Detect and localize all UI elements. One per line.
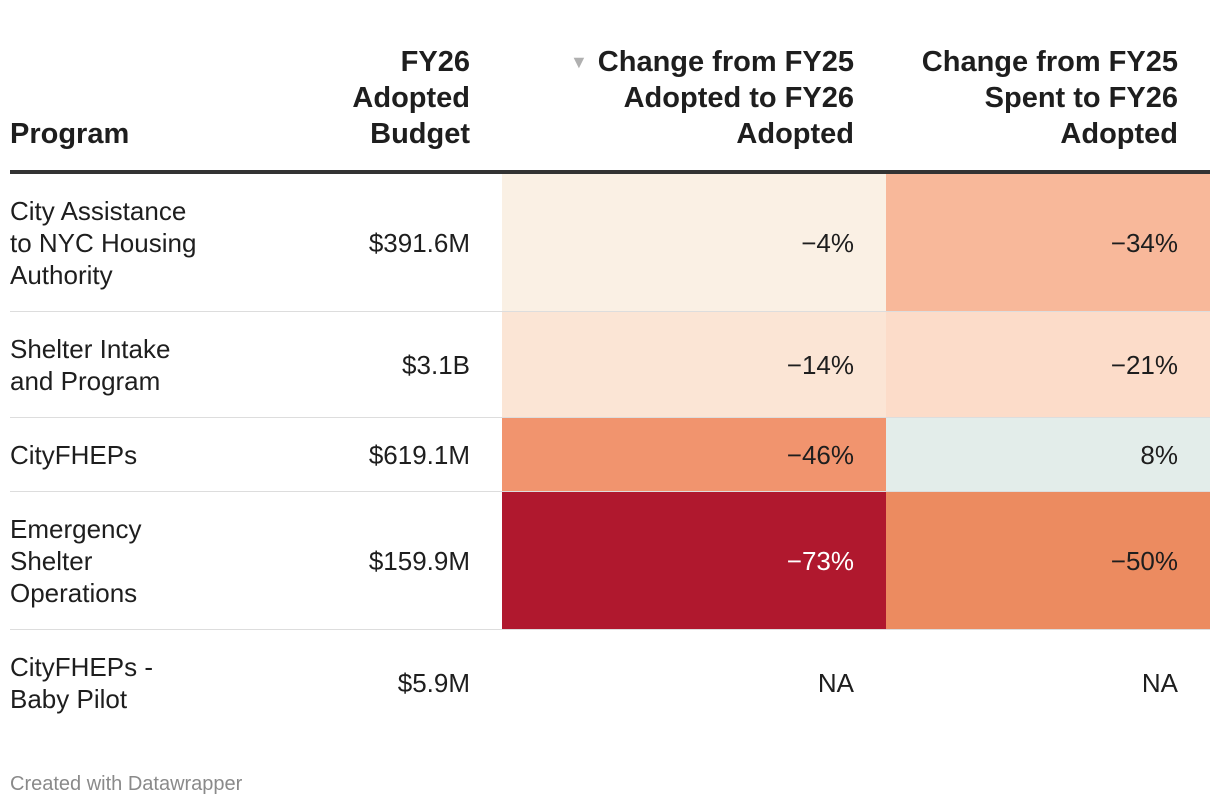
- program-cell: Emergency Shelter Operations: [10, 492, 250, 629]
- program-name-line: CityFHEPs: [10, 439, 138, 470]
- program-name-line: CityFHEPs -: [10, 652, 153, 682]
- header-label-line: Change from FY25: [921, 46, 1178, 78]
- change-adopted-cell: −4%: [502, 174, 886, 311]
- table-row: Shelter Intake and Program $3.1B −14% −21%: [10, 312, 1210, 418]
- header-change-spent[interactable]: Change from FY25 Spent to FY26 Adopted: [922, 44, 1178, 152]
- header-label-line: FY26: [400, 46, 470, 78]
- budget-cell: $391.6M: [368, 227, 470, 258]
- change-spent-cell: NA: [1141, 668, 1178, 698]
- table-body: City Assistance to NYC Housing Authority $3…: [10, 174, 1210, 736]
- change-spent-cell: −50%: [886, 492, 1210, 629]
- sort-descending-icon[interactable]: ▼: [569, 52, 588, 72]
- table-row: CityFHEPs $619.1M −46% 8%: [10, 418, 1210, 492]
- header-label-line: Adopted: [352, 82, 470, 114]
- table-row: CityFHEPs - Baby Pilot $5.9M NA NA: [10, 630, 1210, 736]
- credit-footer: Created with Datawrapper: [10, 773, 243, 795]
- program-name-line: and Program: [10, 365, 161, 396]
- header-label-line: Budget: [370, 118, 470, 150]
- header-label-line: Adopted: [1060, 118, 1178, 150]
- program-name-line: City Assistance: [10, 195, 187, 226]
- program-name-line: Emergency: [10, 513, 142, 544]
- header-label-line: ▼ Change from FY25: [569, 46, 854, 78]
- program-cell: City Assistance to NYC Housing Authority: [10, 174, 250, 311]
- change-adopted-cell: NA: [817, 668, 854, 698]
- change-spent-cell: −34%: [886, 174, 1210, 311]
- program-cell: CityFHEPs - Baby Pilot: [10, 630, 250, 736]
- change-adopted-cell: −14%: [502, 312, 886, 417]
- header-fy26-adopted-budget[interactable]: FY26 Adopted Budget: [352, 44, 470, 152]
- change-spent-cell: −21%: [886, 312, 1210, 417]
- budget-cell: $619.1M: [368, 439, 470, 470]
- program-cell: CityFHEPs: [10, 418, 250, 491]
- table-header: Program FY26 Adopted Budget ▼ Change from FY2…: [10, 0, 1210, 174]
- table-row: Emergency Shelter Operations $159.9M −73% −50…: [10, 492, 1210, 630]
- budget-cell: $3.1B: [402, 349, 470, 380]
- change-spent-cell: 8%: [886, 418, 1210, 491]
- header-label-line: Adopted to FY26: [623, 82, 854, 114]
- header-change-adopted[interactable]: ▼ Change from FY25 Adopted to FY26 Adopted: [570, 44, 854, 152]
- program-name-line: Shelter: [10, 545, 93, 576]
- header-label-line: Spent to FY26: [984, 82, 1178, 114]
- program-name-line: Authority: [10, 259, 113, 290]
- budget-cell: $159.9M: [368, 545, 470, 576]
- program-cell: Shelter Intake and Program: [10, 312, 250, 417]
- change-adopted-cell: −73%: [502, 492, 886, 629]
- program-name-line: Shelter Intake: [10, 333, 171, 364]
- program-name-line: Operations: [10, 577, 138, 608]
- budget-cell: $5.9M: [397, 668, 470, 698]
- header-program[interactable]: Program: [10, 116, 129, 152]
- header-label-line: Program: [10, 118, 130, 150]
- data-table: Program FY26 Adopted Budget ▼ Change from FY2…: [10, 0, 1210, 736]
- program-name-line: Baby Pilot: [10, 684, 128, 714]
- header-label-line: Adopted: [736, 118, 854, 150]
- program-name-line: to NYC Housing: [10, 227, 197, 258]
- change-adopted-cell: −46%: [502, 418, 886, 491]
- table-row: City Assistance to NYC Housing Authority $3…: [10, 174, 1210, 312]
